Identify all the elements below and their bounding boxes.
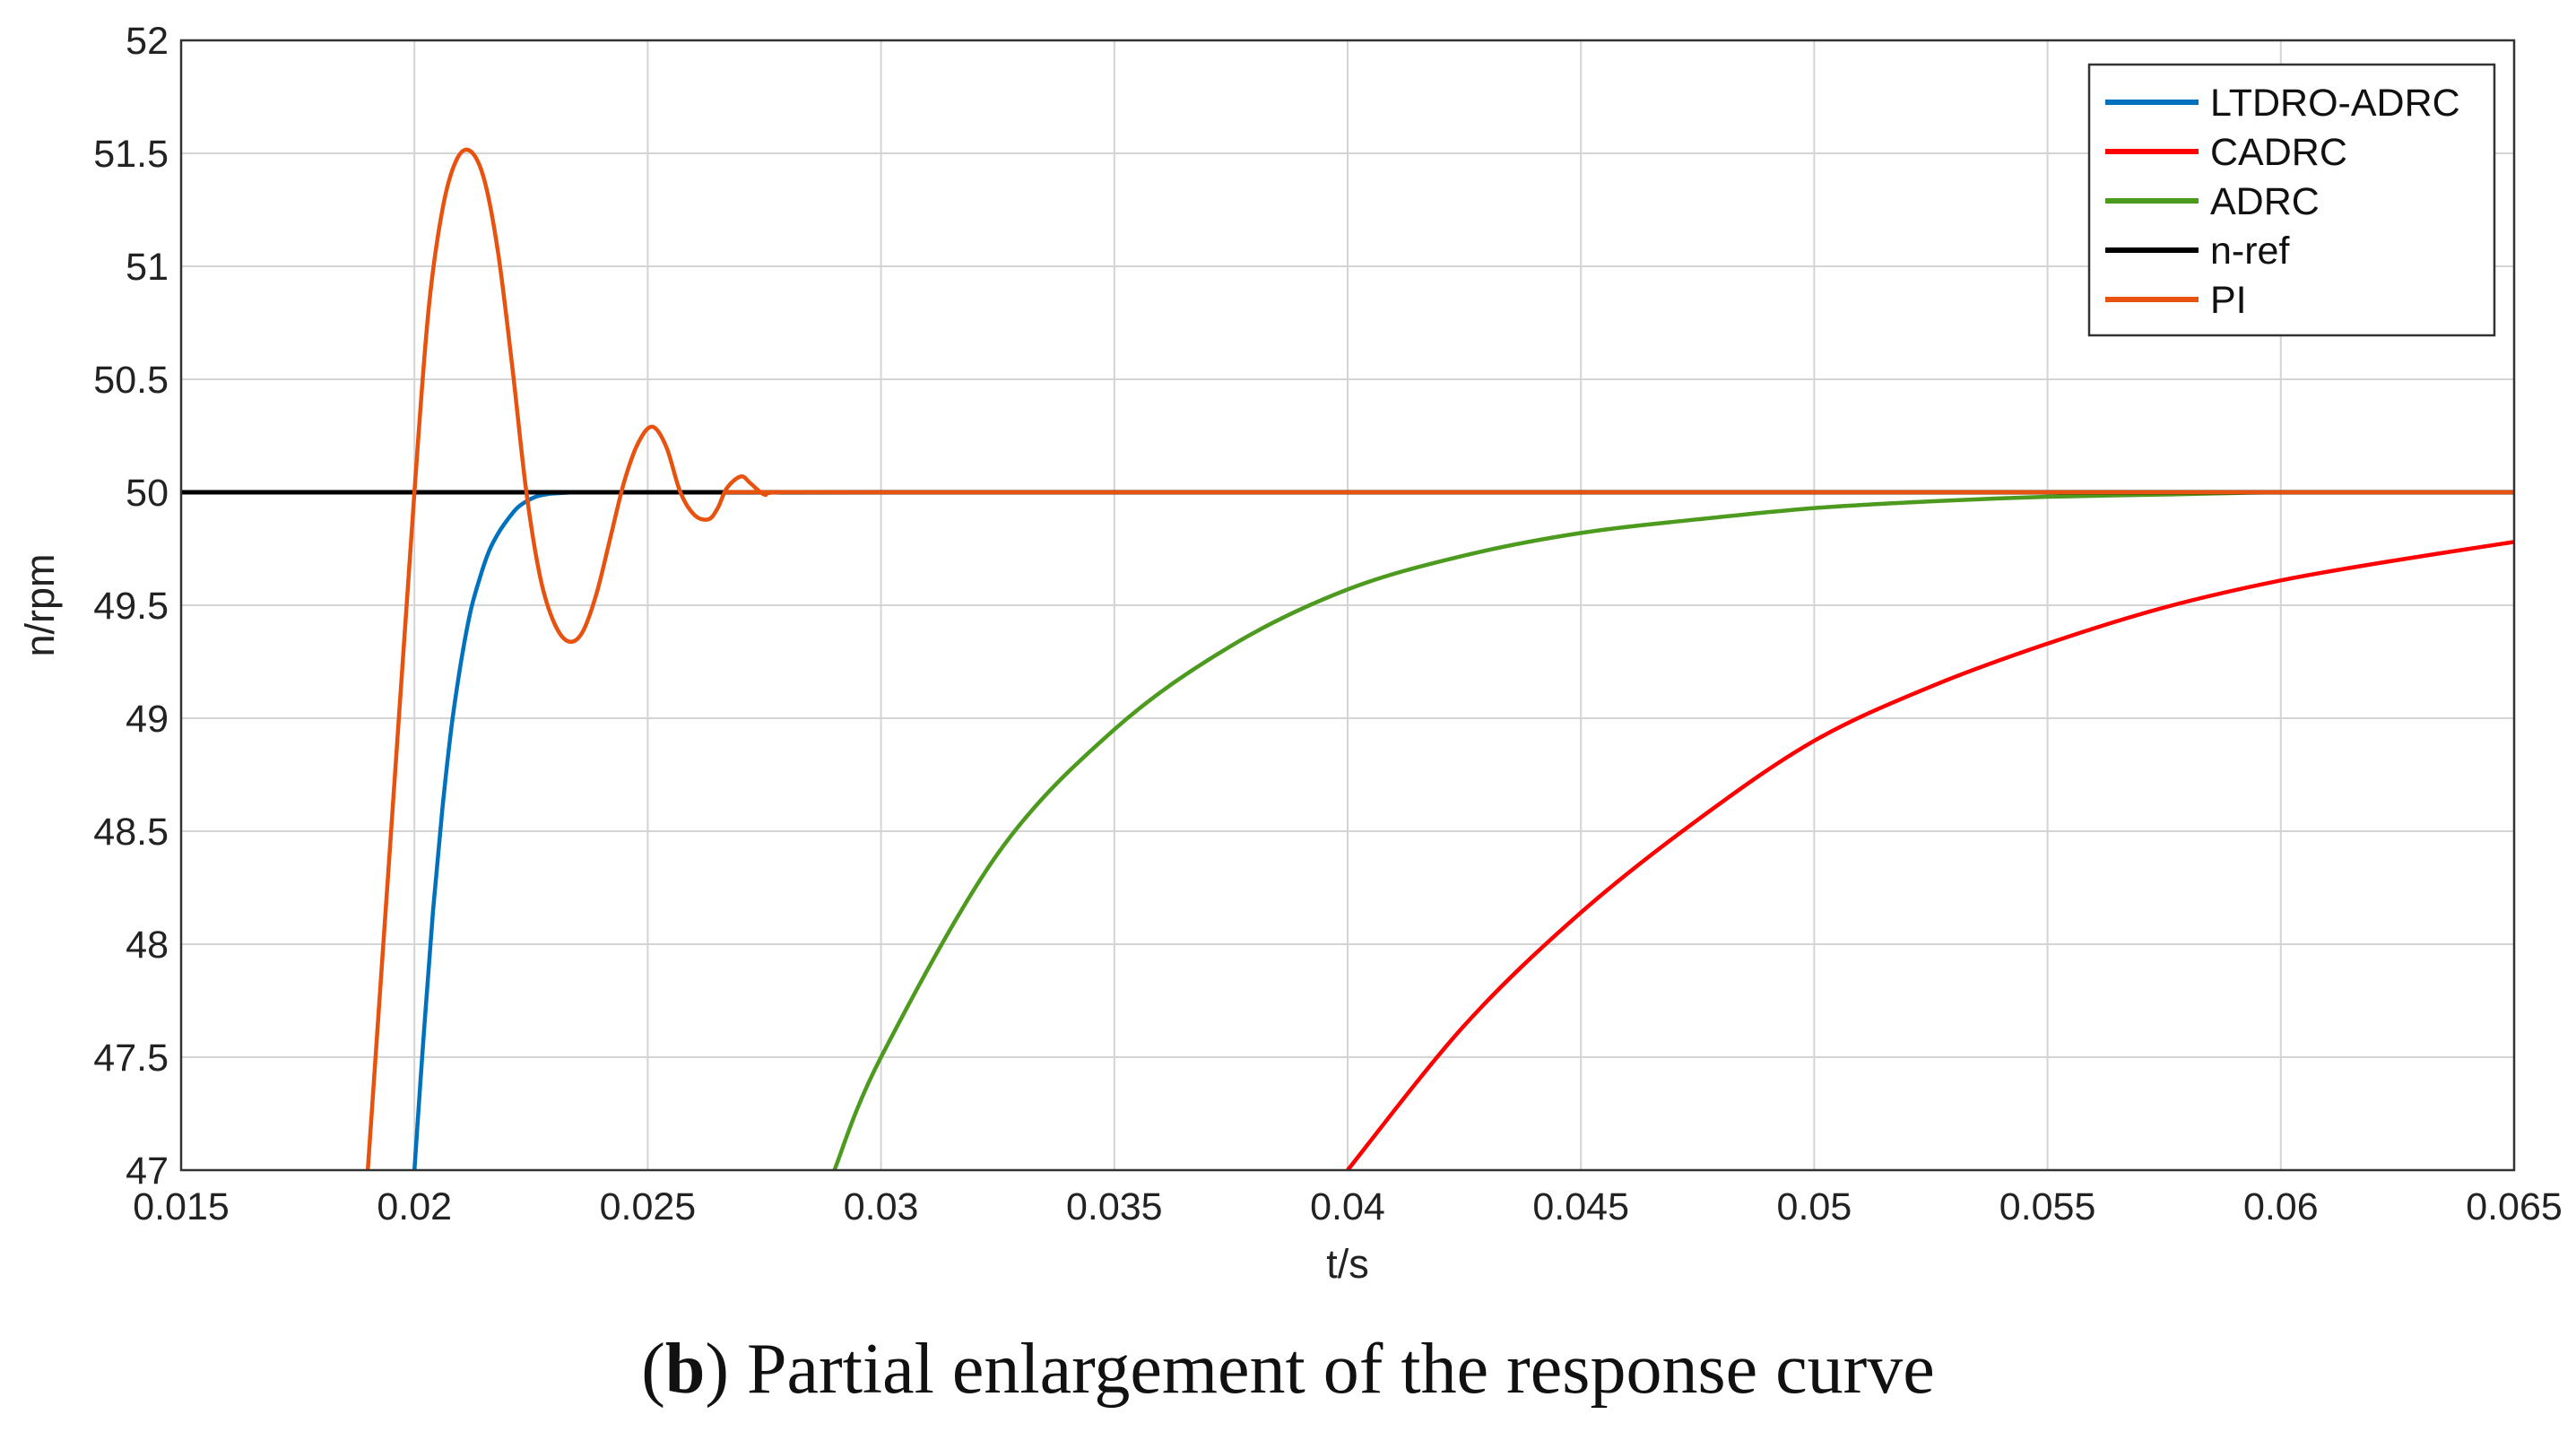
figure-caption: (b) Partial enlargement of the response … — [641, 1330, 1935, 1409]
y-tick-label: 47.5 — [93, 1037, 169, 1080]
y-tick-label: 49.5 — [93, 585, 169, 628]
series-line-cadrc — [1345, 540, 2514, 1170]
legend-label: ADRC — [2210, 180, 2320, 223]
caption-text: Partial enlargement of the response curv… — [729, 1330, 1935, 1409]
legend-label: n-ref — [2210, 230, 2290, 273]
x-axis-label: t/s — [1326, 1241, 1369, 1287]
x-tick-label: 0.06 — [2243, 1185, 2319, 1228]
x-tick-label: 0.035 — [1066, 1185, 1163, 1228]
y-tick-label: 52 — [126, 20, 169, 63]
legend[interactable]: LTDRO-ADRC CADRC ADRC n-ref PI — [2087, 63, 2496, 337]
y-tick-label: 51.5 — [93, 133, 169, 176]
x-tick-label: 0.05 — [1777, 1185, 1852, 1228]
x-tick-label: 0.055 — [1999, 1185, 2096, 1228]
legend-item-pi[interactable]: PI — [2105, 279, 2247, 322]
x-tick-label: 0.065 — [2466, 1185, 2563, 1228]
y-axis-ticks: 47 47.5 48 48.5 49 49.5 50 50.5 51 51.5 52 — [93, 20, 169, 1193]
x-tick-label: 0.02 — [377, 1185, 452, 1228]
y-tick-label: 49 — [126, 698, 169, 741]
legend-label: LTDRO-ADRC — [2210, 82, 2460, 125]
x-tick-label: 0.04 — [1310, 1185, 1385, 1228]
caption-letter: b — [664, 1330, 706, 1409]
plot-frame — [179, 39, 2516, 1172]
response-curve-chart: 0.015 0.02 0.025 0.03 0.035 0.04 0.045 0.05 0.05… — [17, 20, 2563, 1287]
x-tick-label: 0.045 — [1532, 1185, 1629, 1228]
x-tick-label: 0.015 — [133, 1185, 230, 1228]
y-tick-label: 48.5 — [93, 811, 169, 854]
y-tick-label: 50 — [126, 472, 169, 515]
legend-item-cadrc[interactable]: CADRC — [2105, 131, 2347, 174]
y-tick-label: 51 — [126, 246, 169, 289]
series-group — [181, 147, 2514, 1170]
y-tick-label: 50.5 — [93, 359, 169, 402]
y-tick-label: 48 — [126, 924, 169, 967]
series-line-pi — [365, 147, 2514, 1170]
legend-item-n-ref[interactable]: n-ref — [2105, 230, 2290, 273]
x-axis-ticks: 0.015 0.02 0.025 0.03 0.035 0.04 0.045 0.05 0.05… — [133, 1185, 2563, 1228]
x-tick-label: 0.03 — [844, 1185, 919, 1228]
legend-label: CADRC — [2210, 131, 2347, 174]
y-tick-label: 47 — [126, 1150, 169, 1193]
legend-item-ltdro-adrc[interactable]: LTDRO-ADRC — [2105, 82, 2460, 125]
x-tick-label: 0.025 — [600, 1185, 697, 1228]
legend-label: PI — [2210, 279, 2247, 322]
legend-item-adrc[interactable]: ADRC — [2105, 180, 2320, 223]
y-axis-label: n/rpm — [17, 553, 63, 656]
